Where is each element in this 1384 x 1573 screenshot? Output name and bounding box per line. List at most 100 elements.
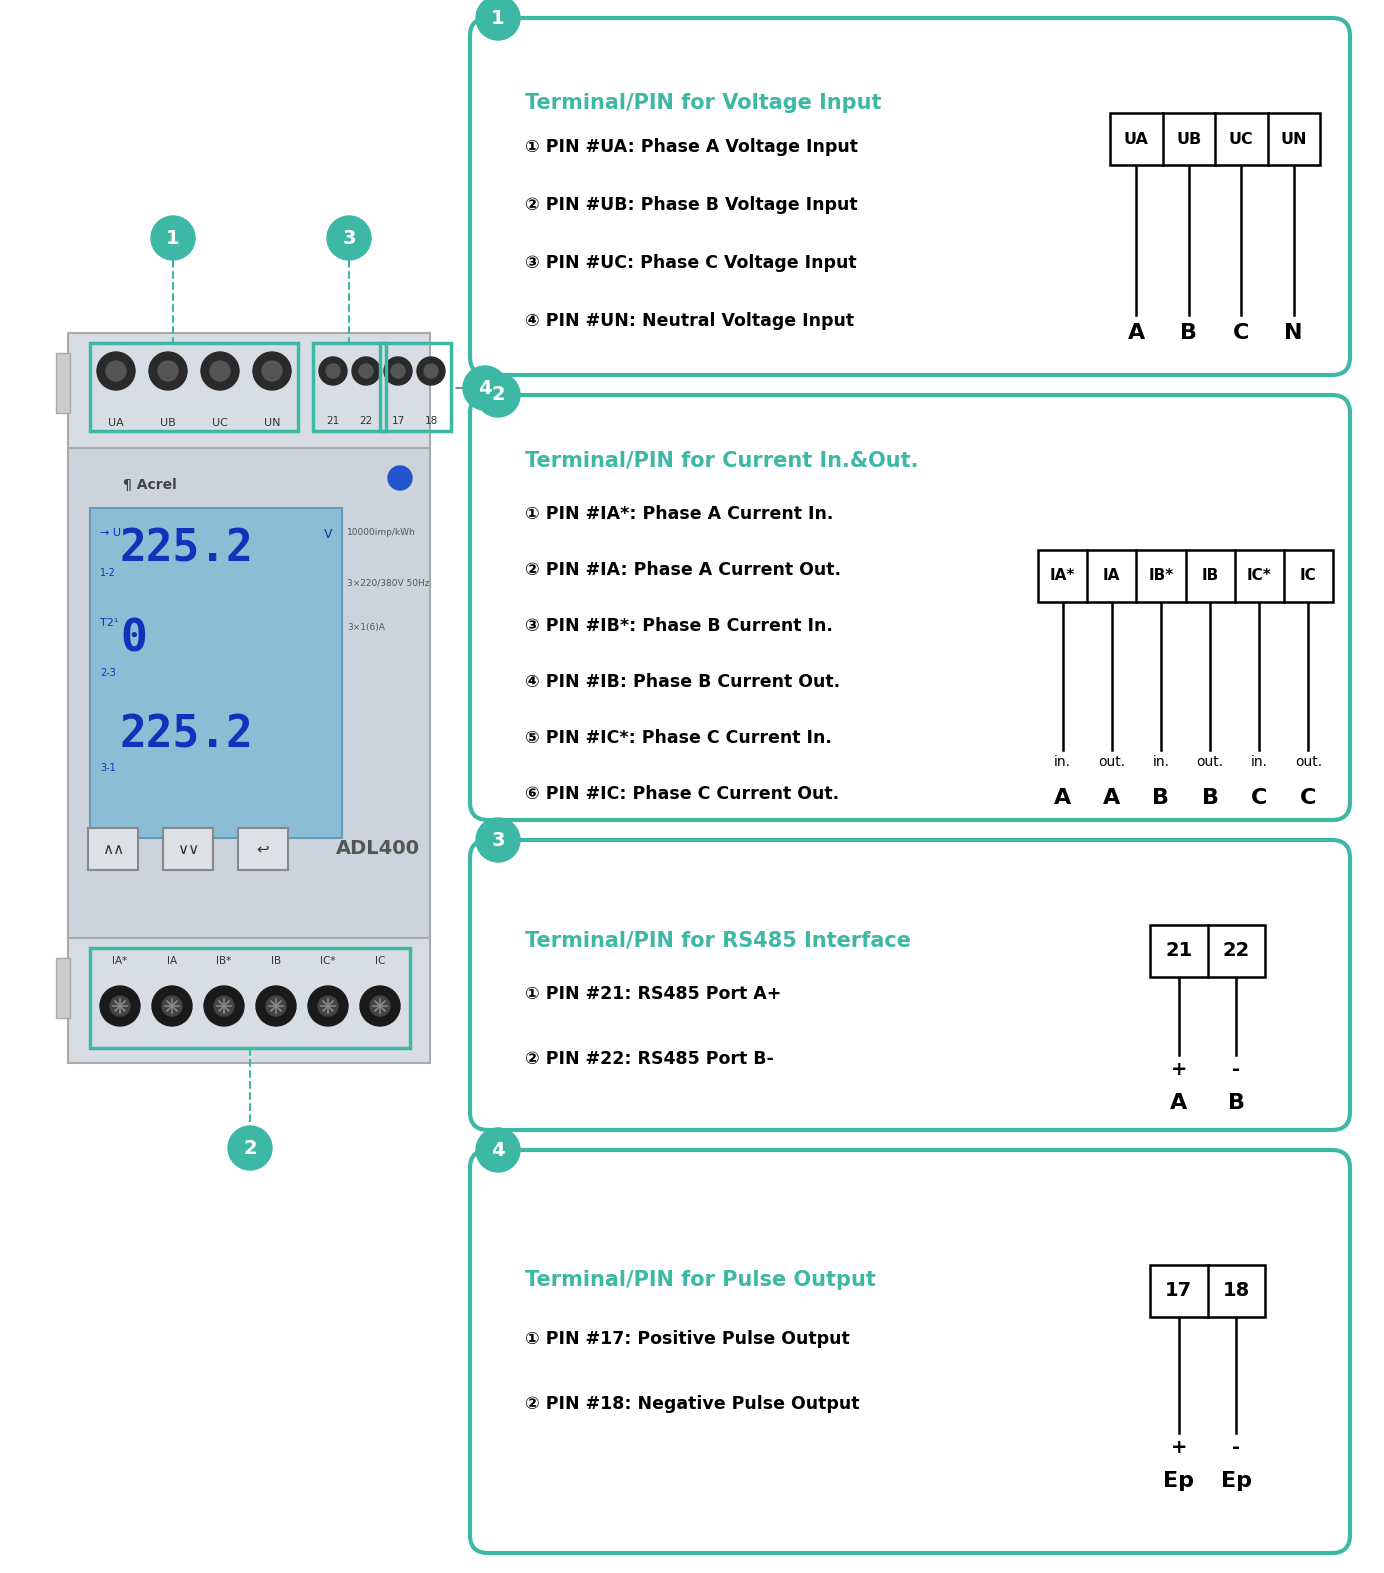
Text: A: A — [1103, 788, 1121, 809]
Text: UB: UB — [161, 418, 176, 428]
Bar — [68, 938, 430, 1063]
Text: UC: UC — [1229, 132, 1254, 146]
Text: B: B — [1153, 788, 1169, 809]
Circle shape — [158, 360, 179, 381]
Text: 17: 17 — [392, 415, 404, 426]
FancyBboxPatch shape — [471, 17, 1349, 374]
Circle shape — [476, 1128, 520, 1172]
Text: 3: 3 — [491, 831, 505, 849]
Text: ② PIN #UB: Phase B Voltage Input: ② PIN #UB: Phase B Voltage Input — [525, 197, 858, 214]
Bar — [90, 508, 342, 838]
Circle shape — [97, 352, 136, 390]
Bar — [55, 958, 71, 1018]
Text: 1-2: 1-2 — [100, 568, 116, 577]
Text: Terminal/PIN for Current In.&Out.: Terminal/PIN for Current In.&Out. — [525, 450, 919, 470]
Text: ① PIN #UA: Phase A Voltage Input: ① PIN #UA: Phase A Voltage Input — [525, 138, 858, 156]
Text: C: C — [1233, 322, 1250, 343]
Text: ① PIN #17: Positive Pulse Output: ① PIN #17: Positive Pulse Output — [525, 1331, 850, 1348]
Text: ② PIN #18: Negative Pulse Output: ② PIN #18: Negative Pulse Output — [525, 1395, 859, 1413]
Bar — [68, 448, 430, 938]
Circle shape — [262, 360, 282, 381]
Text: 17: 17 — [1165, 1282, 1192, 1301]
Text: 21: 21 — [1165, 942, 1193, 961]
Text: ③ PIN #UC: Phase C Voltage Input: ③ PIN #UC: Phase C Voltage Input — [525, 253, 857, 272]
Circle shape — [151, 216, 195, 260]
Text: IA*: IA* — [1050, 568, 1075, 584]
Text: ⑤ PIN #IC*: Phase C Current In.: ⑤ PIN #IC*: Phase C Current In. — [525, 728, 832, 747]
Circle shape — [417, 357, 446, 385]
Circle shape — [256, 986, 296, 1026]
Circle shape — [149, 352, 187, 390]
Text: IB*: IB* — [1149, 568, 1174, 584]
Text: in.: in. — [1055, 755, 1071, 769]
Text: +: + — [1171, 1438, 1187, 1457]
Text: 1: 1 — [491, 8, 505, 27]
Text: out.: out. — [1098, 755, 1125, 769]
Bar — [90, 949, 410, 1048]
Circle shape — [327, 216, 371, 260]
Text: B: B — [1201, 788, 1218, 809]
Circle shape — [360, 986, 400, 1026]
Circle shape — [210, 360, 230, 381]
Circle shape — [327, 363, 340, 378]
Text: +: + — [1171, 1060, 1187, 1079]
Text: IA: IA — [1103, 568, 1121, 584]
Circle shape — [228, 1126, 273, 1170]
Text: 22: 22 — [1222, 942, 1250, 961]
Circle shape — [358, 363, 374, 378]
Text: T2¹: T2¹ — [100, 618, 119, 628]
Text: 2: 2 — [491, 385, 505, 404]
Circle shape — [107, 360, 126, 381]
Text: IC*: IC* — [320, 956, 336, 966]
Circle shape — [476, 818, 520, 862]
Text: Terminal/PIN for Pulse Output: Terminal/PIN for Pulse Output — [525, 1269, 876, 1290]
Bar — [90, 343, 298, 431]
Text: 2: 2 — [244, 1139, 257, 1158]
Text: UA: UA — [108, 418, 125, 428]
Circle shape — [203, 986, 244, 1026]
Circle shape — [352, 357, 381, 385]
Text: ② PIN #IA: Phase A Current Out.: ② PIN #IA: Phase A Current Out. — [525, 562, 841, 579]
Text: UA: UA — [1124, 132, 1149, 146]
Text: Terminal/PIN for Voltage Input: Terminal/PIN for Voltage Input — [525, 93, 882, 113]
Text: B: B — [1181, 322, 1197, 343]
Bar — [1150, 1265, 1265, 1317]
Circle shape — [253, 352, 291, 390]
Text: out.: out. — [1295, 755, 1322, 769]
Bar — [1150, 925, 1265, 977]
Text: ④ PIN #UN: Neutral Voltage Input: ④ PIN #UN: Neutral Voltage Input — [525, 311, 854, 330]
Text: ① PIN #IA*: Phase A Current In.: ① PIN #IA*: Phase A Current In. — [525, 505, 833, 522]
Text: 21: 21 — [327, 415, 339, 426]
Text: C: C — [1251, 788, 1268, 809]
Text: ¶ Acrel: ¶ Acrel — [123, 478, 177, 492]
Circle shape — [318, 357, 347, 385]
Text: UN: UN — [264, 418, 280, 428]
Circle shape — [309, 986, 347, 1026]
Text: V: V — [324, 529, 332, 541]
Text: in.: in. — [1153, 755, 1169, 769]
Circle shape — [370, 996, 390, 1016]
Text: IA: IA — [167, 956, 177, 966]
Text: C: C — [1300, 788, 1316, 809]
Text: IC*: IC* — [1247, 568, 1272, 584]
Circle shape — [100, 986, 140, 1026]
Bar — [238, 827, 288, 870]
Bar — [1110, 113, 1320, 165]
Bar — [55, 352, 71, 414]
Bar — [313, 343, 386, 431]
Circle shape — [318, 996, 338, 1016]
Circle shape — [383, 357, 412, 385]
Text: Terminal/PIN for RS485 Interface: Terminal/PIN for RS485 Interface — [525, 930, 911, 950]
Text: ↩: ↩ — [256, 842, 270, 857]
Circle shape — [162, 996, 183, 1016]
FancyBboxPatch shape — [471, 395, 1349, 820]
Text: Ep: Ep — [1163, 1471, 1194, 1491]
Text: 18: 18 — [425, 415, 437, 426]
Text: UC: UC — [212, 418, 228, 428]
Text: 1: 1 — [166, 228, 180, 247]
Text: 225.2: 225.2 — [120, 713, 253, 757]
Text: 225.2: 225.2 — [120, 529, 253, 571]
Text: A: A — [1128, 322, 1145, 343]
Circle shape — [266, 996, 286, 1016]
Text: ③ PIN #IB*: Phase B Current In.: ③ PIN #IB*: Phase B Current In. — [525, 617, 833, 635]
